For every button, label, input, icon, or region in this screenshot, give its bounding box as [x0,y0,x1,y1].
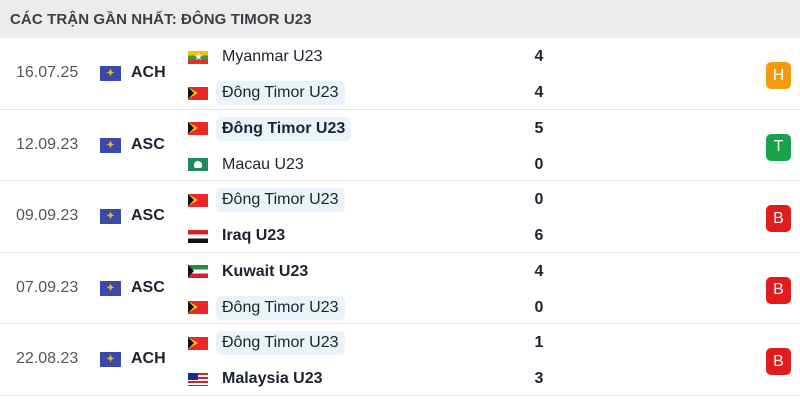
home-score: 4 [534,48,544,65]
competition-code[interactable]: ASC [131,207,165,224]
result-badge: B [766,205,791,232]
match-date: 22.08.23 [16,350,79,367]
team-name[interactable]: Macau U23 [222,155,304,173]
competition-code[interactable]: ASC [131,135,165,153]
timor-flag-icon [188,86,208,100]
iraq-flag-icon [188,229,208,243]
match-date: 07.09.23 [16,278,79,296]
away-score: 3 [534,370,544,387]
team-name[interactable]: Iraq U23 [222,227,286,244]
team-name[interactable]: Đông Timor U23 [216,116,352,141]
match-row[interactable]: 22.08.23 ✦ ACH Đông Timor U23 Malaysia U2… [0,324,800,396]
team-home[interactable]: Kuwait U23 [188,259,314,285]
malaysia-flag-icon [188,372,208,386]
competition-code[interactable]: ASC [131,278,165,296]
team-name[interactable]: Đông Timor U23 [216,295,345,320]
home-score: 4 [534,262,544,280]
home-score: 0 [534,191,544,208]
team-name[interactable]: Kuwait U23 [222,262,309,280]
team-away[interactable]: Iraq U23 [188,223,291,249]
match-list: 16.07.25 ✦ ACH ★ Myanmar U23 Đông Timor U2… [0,38,800,396]
result-badge: T [766,133,791,161]
world-map-icon: ✦ [100,209,121,224]
team-home[interactable]: ★ Myanmar U23 [188,44,328,70]
macau-flag-icon [188,158,208,171]
section-title: CÁC TRẬN GẦN NHẤT: ĐÔNG TIMOR U23 [0,0,800,38]
result-badge: B [766,348,791,375]
competition-code[interactable]: ACH [131,64,166,81]
world-map-icon: ✦ [100,352,121,367]
match-date: 12.09.23 [16,135,79,153]
team-away[interactable]: Đông Timor U23 [188,80,345,106]
team-name[interactable]: Malaysia U23 [222,370,323,387]
world-map-icon: ✦ [100,66,121,81]
result-badge: B [766,276,791,304]
home-score: 1 [534,334,544,351]
away-score: 4 [534,84,544,101]
team-away[interactable]: Malaysia U23 [188,366,329,392]
match-row[interactable]: 12.09.23 ✦ ASC Đông Timor U23 Macau U23 5… [0,110,800,181]
team-away[interactable]: Macau U23 [188,152,310,178]
team-away[interactable]: Đông Timor U23 [188,295,345,321]
result-badge: H [766,62,791,89]
kuwait-flag-icon [188,265,208,278]
world-map-icon: ✦ [100,280,121,296]
match-date: 09.09.23 [16,207,79,224]
team-home[interactable]: Đông Timor U23 [188,187,345,213]
match-date: 16.07.25 [16,64,79,81]
match-row[interactable]: 16.07.25 ✦ ACH ★ Myanmar U23 Đông Timor U2… [0,38,800,110]
team-home[interactable]: Đông Timor U23 [188,330,345,356]
timor-flag-icon [188,193,208,207]
away-score: 6 [534,227,544,244]
team-name[interactable]: Đông Timor U23 [216,188,345,212]
world-map-icon: ✦ [100,137,121,153]
match-row[interactable]: 07.09.23 ✦ ASC Kuwait U23 Đông Timor U23 … [0,253,800,324]
timor-flag-icon [188,301,208,314]
team-name[interactable]: Đông Timor U23 [216,81,345,105]
home-score: 5 [534,119,544,137]
team-name[interactable]: Myanmar U23 [222,48,323,65]
myanmar-flag-icon: ★ [188,50,208,64]
away-score: 0 [534,155,544,173]
team-home[interactable]: Đông Timor U23 [188,116,352,142]
away-score: 0 [534,298,544,316]
timor-flag-icon [188,122,208,135]
competition-code[interactable]: ACH [131,350,166,367]
timor-flag-icon [188,336,208,350]
team-name[interactable]: Đông Timor U23 [216,331,345,355]
match-row[interactable]: 09.09.23 ✦ ASC Đông Timor U23 Iraq U23 0 … [0,181,800,253]
